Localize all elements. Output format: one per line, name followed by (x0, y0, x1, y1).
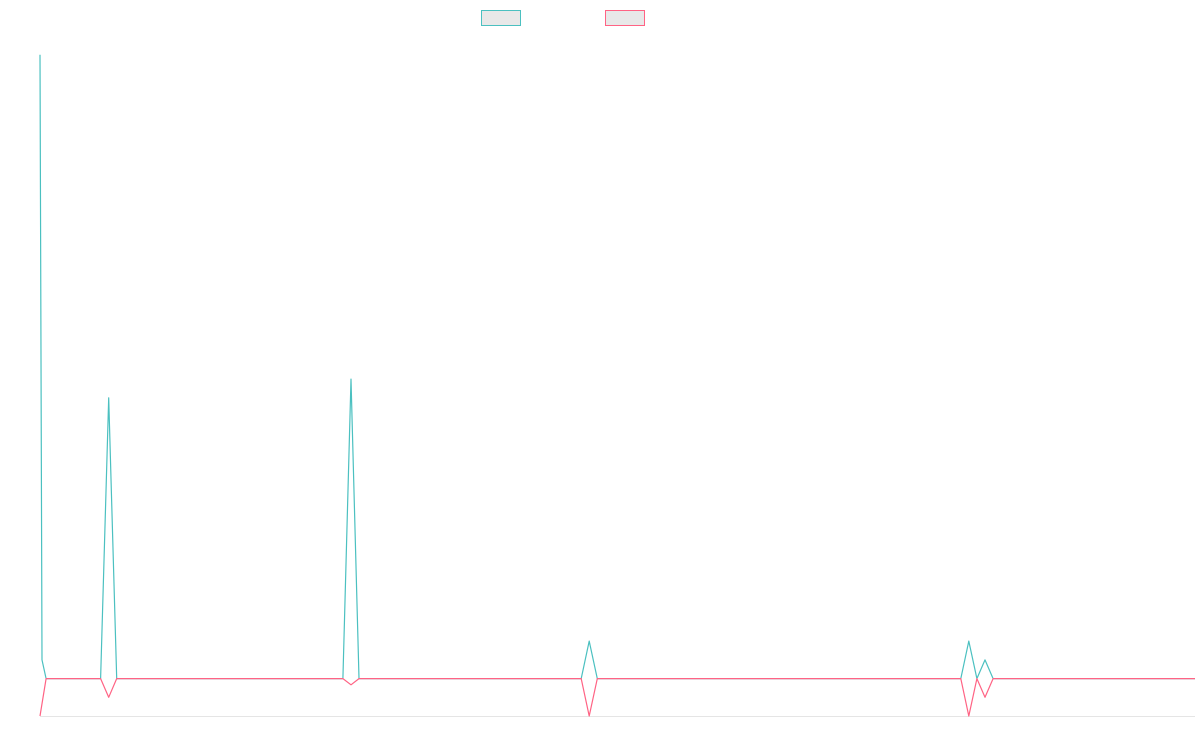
legend-swatch-2[interactable] (605, 10, 645, 26)
series-line-2 (39, 678, 1195, 717)
plot-area (39, 54, 1195, 717)
legend (481, 10, 645, 26)
series-line-1 (39, 54, 1195, 680)
legend-swatch-1[interactable] (481, 10, 521, 26)
